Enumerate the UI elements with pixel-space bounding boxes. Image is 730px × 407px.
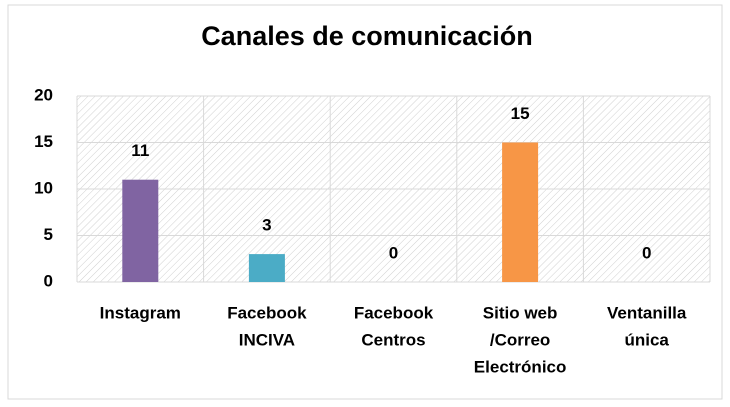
x-tick-label: Centros xyxy=(361,330,425,349)
x-tick-label: Sitio web xyxy=(483,303,558,322)
x-tick-label: Facebook xyxy=(227,303,307,322)
x-tick-label: /Correo xyxy=(490,330,550,349)
x-tick-label: Facebook xyxy=(354,303,434,322)
x-tick-label: Electrónico xyxy=(474,357,567,376)
y-tick-label: 10 xyxy=(34,178,53,197)
data-label: 11 xyxy=(131,141,149,160)
x-tick-label: INCIVA xyxy=(239,330,295,349)
x-tick-label: única xyxy=(624,330,669,349)
bar xyxy=(122,179,159,282)
x-tick-label: Ventanilla xyxy=(607,303,687,322)
y-tick-label: 15 xyxy=(34,132,53,151)
data-label: 15 xyxy=(511,104,530,123)
y-tick-label: 5 xyxy=(44,225,53,244)
chart-title: Canales de comunicación xyxy=(201,21,533,51)
x-tick-label: Instagram xyxy=(100,303,181,322)
y-tick-label: 20 xyxy=(34,85,53,104)
data-label: 0 xyxy=(389,243,398,262)
bar xyxy=(502,142,539,282)
bar xyxy=(248,254,285,282)
y-tick-label: 0 xyxy=(44,271,53,290)
data-label: 0 xyxy=(642,243,651,262)
data-label: 3 xyxy=(262,216,271,235)
